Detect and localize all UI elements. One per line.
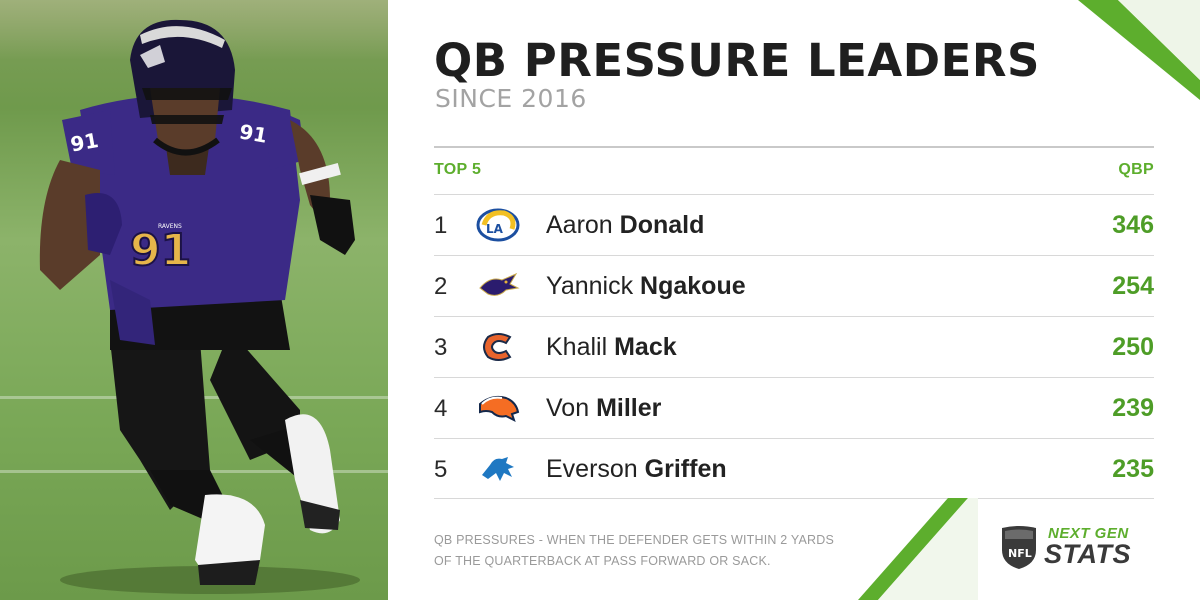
player-last-name: Miller (596, 394, 662, 422)
broncos-logo-icon (479, 395, 520, 422)
player-last-name: Mack (614, 333, 677, 361)
table-header-top5: TOP 5 (434, 161, 482, 178)
svg-text:91: 91 (69, 128, 101, 156)
qbp-value: 239 (1112, 394, 1154, 422)
table-row: 4 Von Miller 239 (434, 377, 1154, 438)
accent-stripe-bottom (858, 498, 978, 600)
player-last-name: Donald (619, 211, 705, 239)
svg-text:91: 91 (130, 225, 191, 276)
qbp-value: 235 (1112, 455, 1154, 483)
rams-logo-icon: LA (476, 208, 520, 242)
player-name: Yannick Ngakoue (546, 272, 746, 301)
footnote: QB PRESSURES - WHEN THE DEFENDER GETS WI… (434, 530, 874, 572)
table-row: 3 Khalil Mack 250 (434, 316, 1154, 377)
svg-text:91: 91 (238, 119, 270, 147)
rank: 1 (434, 212, 448, 239)
lions-logo-icon (482, 457, 514, 481)
brand-stats: STATS (1044, 539, 1131, 569)
svg-text:NFL: NFL (1008, 547, 1032, 560)
divider (434, 146, 1154, 148)
table-row: 2 Yannick Ngakoue 254 (434, 255, 1154, 316)
leaderboard-panel: QB PRESSURE LEADERS SINCE 2016 TOP 5 QBP… (388, 0, 1200, 600)
svg-text:RAVENS: RAVENS (158, 223, 182, 230)
player-photo: 91 RAVENS 91 91 (0, 0, 388, 600)
player-first-name: Von (546, 394, 590, 422)
player-last-name: Ngakoue (640, 272, 746, 300)
player-first-name: Yannick (546, 272, 634, 300)
nfl-shield-icon: NFL (1002, 526, 1036, 569)
player-first-name: Aaron (546, 211, 613, 239)
page-subtitle: SINCE 2016 (435, 84, 587, 113)
player-illustration: 91 RAVENS 91 91 (39, 19, 360, 594)
leaders-table: 1 LA Aaron Donald 346 2 Yannick Ngakoue (434, 194, 1154, 499)
player-first-name: Everson (546, 455, 638, 483)
accent-stripe-top (1078, 0, 1200, 100)
player-name: Aaron Donald (546, 211, 704, 240)
footnote-line: QB PRESSURES - WHEN THE DEFENDER GETS WI… (434, 533, 835, 547)
page-title: QB PRESSURE LEADERS (434, 34, 1040, 87)
table-row: 1 LA Aaron Donald 346 (434, 194, 1154, 255)
bears-logo-icon (483, 333, 512, 361)
player-last-name: Griffen (644, 455, 727, 483)
rank: 2 (434, 273, 448, 300)
player-name: Khalil Mack (546, 333, 677, 362)
next-gen-stats-logo: NFL NEXT GEN STATS (1000, 522, 1170, 574)
table-header-qbp: QBP (1118, 161, 1154, 178)
player-name: Everson Griffen (546, 455, 727, 484)
qbp-value: 254 (1112, 272, 1154, 300)
rank: 5 (434, 456, 448, 483)
player-first-name: Khalil (546, 333, 608, 361)
rank: 4 (434, 395, 448, 422)
ravens-logo-icon (479, 272, 520, 296)
qbp-value: 250 (1112, 333, 1154, 361)
footnote-line: OF THE QUARTERBACK AT PASS FORWARD OR SA… (434, 554, 771, 568)
rank: 3 (434, 334, 448, 361)
player-name: Von Miller (546, 394, 661, 423)
qbp-value: 346 (1112, 211, 1154, 239)
brand-next-gen: NEXT GEN (1048, 525, 1129, 542)
table-row: 5 Everson Griffen 235 (434, 438, 1154, 499)
svg-text:LA: LA (486, 222, 504, 236)
